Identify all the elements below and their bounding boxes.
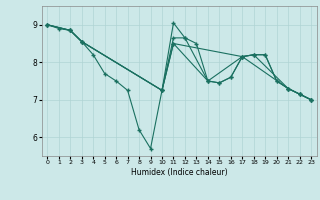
X-axis label: Humidex (Indice chaleur): Humidex (Indice chaleur) [131, 168, 228, 177]
